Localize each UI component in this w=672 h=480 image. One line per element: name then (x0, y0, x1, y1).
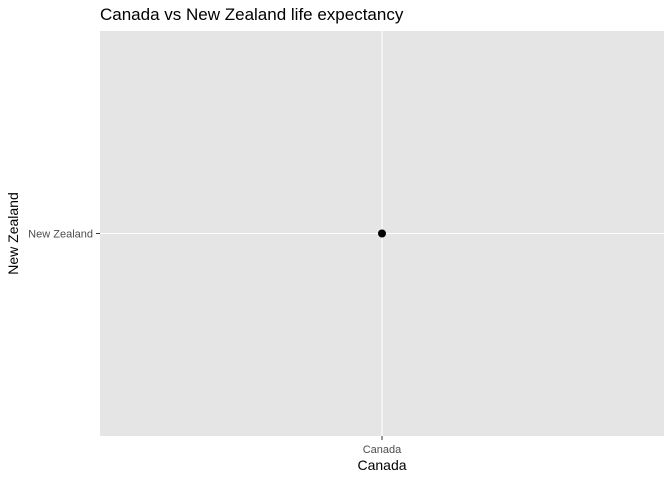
y-axis-title: New Zealand (5, 192, 21, 275)
chart-title: Canada vs New Zealand life expectancy (100, 5, 404, 24)
x-tick-label: Canada (363, 444, 402, 456)
data-points (378, 229, 386, 238)
y-tick-label: New Zealand (28, 229, 93, 241)
data-point (378, 229, 386, 238)
axis-ticks: Canada New Zealand (28, 229, 402, 457)
x-axis-title: Canada (357, 457, 406, 473)
